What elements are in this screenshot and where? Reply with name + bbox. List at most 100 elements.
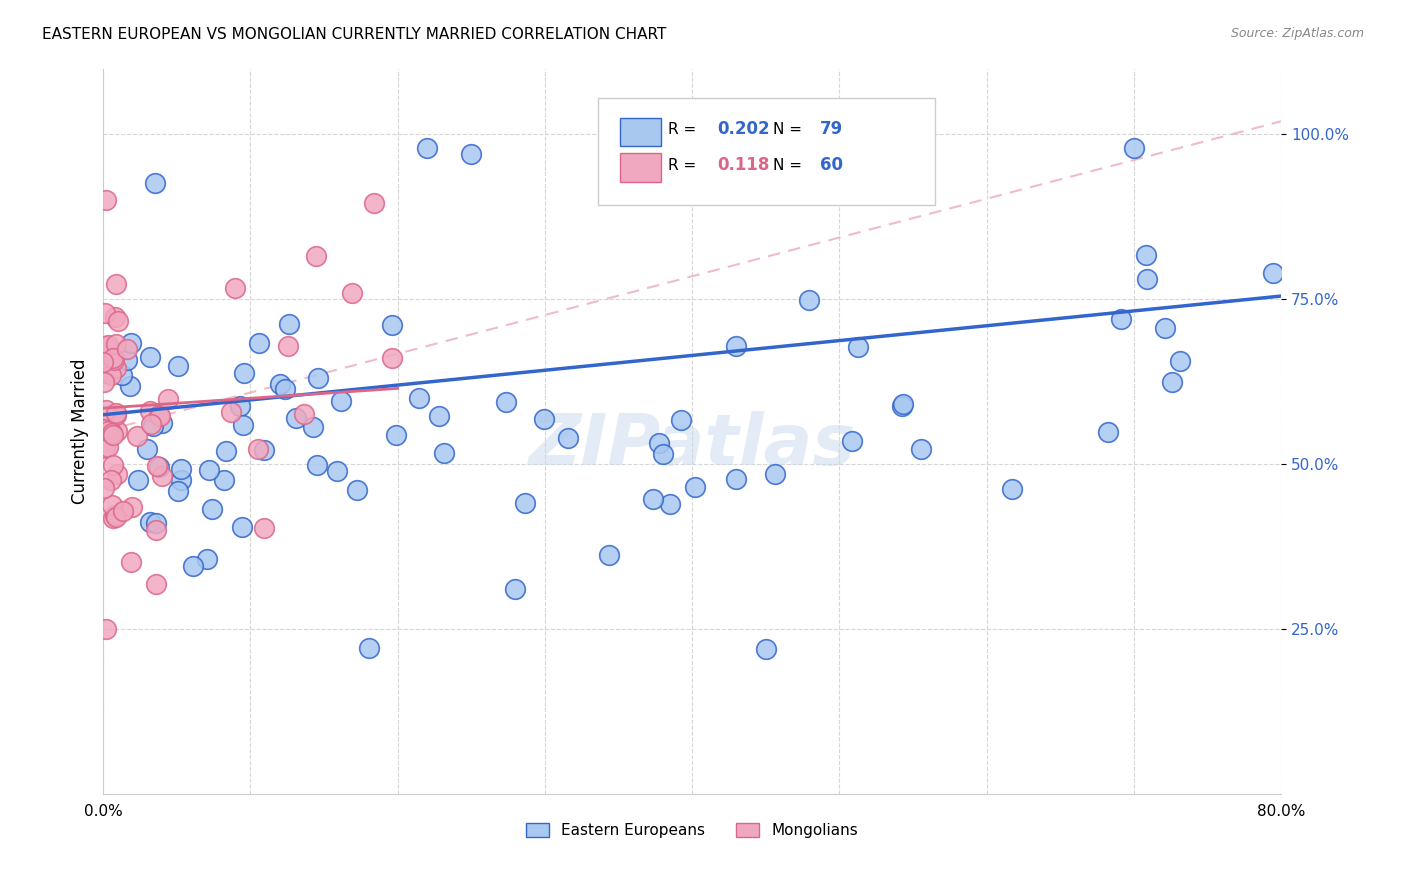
Eastern Europeans: [1153, 321, 1175, 335]
Eastern Europeans: [669, 413, 692, 427]
Mongolians: [94, 194, 117, 208]
Mongolians: [125, 429, 148, 443]
Mongolians: [96, 339, 118, 353]
Mongolians: [150, 469, 173, 483]
Eastern Europeans: [212, 473, 235, 487]
Eastern Europeans: [148, 459, 170, 474]
Eastern Europeans: [135, 442, 157, 457]
Text: ZIPatlas: ZIPatlas: [529, 411, 856, 480]
Mongolians: [97, 425, 120, 439]
Eastern Europeans: [273, 382, 295, 396]
Eastern Europeans: [643, 491, 665, 506]
Eastern Europeans: [197, 463, 219, 477]
Eastern Europeans: [127, 474, 149, 488]
Mongolians: [117, 342, 139, 356]
Eastern Europeans: [1111, 311, 1133, 326]
Mongolians: [91, 354, 114, 368]
Text: 0.202: 0.202: [717, 120, 769, 138]
Eastern Europeans: [143, 177, 166, 191]
Eastern Europeans: [169, 474, 191, 488]
Mongolians: [93, 376, 115, 390]
Mongolians: [381, 351, 404, 366]
Mongolians: [363, 195, 385, 210]
Eastern Europeans: [120, 336, 142, 351]
Eastern Europeans: [215, 443, 238, 458]
Eastern Europeans: [763, 467, 786, 481]
Eastern Europeans: [118, 379, 141, 393]
Eastern Europeans: [724, 471, 747, 485]
Eastern Europeans: [307, 370, 329, 384]
Eastern Europeans: [305, 458, 328, 472]
Eastern Europeans: [1122, 141, 1144, 155]
Eastern Europeans: [910, 442, 932, 457]
Eastern Europeans: [1135, 248, 1157, 262]
Eastern Europeans: [598, 548, 620, 562]
Eastern Europeans: [505, 582, 527, 596]
Eastern Europeans: [433, 446, 456, 460]
Mongolians: [121, 500, 143, 514]
Eastern Europeans: [515, 495, 537, 509]
Text: Source: ZipAtlas.com: Source: ZipAtlas.com: [1230, 27, 1364, 40]
Eastern Europeans: [891, 399, 914, 413]
Mongolians: [96, 421, 118, 435]
Mongolians: [305, 248, 328, 262]
Eastern Europeans: [329, 394, 352, 409]
Mongolians: [105, 425, 128, 439]
Mongolians: [224, 281, 246, 295]
Mongolians: [149, 409, 172, 424]
Text: 79: 79: [820, 120, 844, 138]
Eastern Europeans: [357, 640, 380, 655]
Mongolians: [145, 459, 167, 474]
Mongolians: [145, 577, 167, 591]
Mongolians: [105, 361, 128, 376]
Eastern Europeans: [416, 141, 439, 155]
Eastern Europeans: [1136, 272, 1159, 286]
Eastern Europeans: [755, 641, 778, 656]
Mongolians: [101, 427, 124, 442]
Mongolians: [94, 432, 117, 446]
Mongolians: [112, 504, 135, 518]
Eastern Europeans: [460, 147, 482, 161]
Mongolians: [219, 405, 242, 419]
Eastern Europeans: [278, 317, 301, 331]
Eastern Europeans: [117, 353, 139, 368]
Mongolians: [105, 408, 128, 422]
Legend: Eastern Europeans, Mongolians: Eastern Europeans, Mongolians: [520, 817, 865, 845]
Eastern Europeans: [111, 368, 134, 383]
Mongolians: [94, 441, 117, 455]
Eastern Europeans: [346, 483, 368, 498]
Eastern Europeans: [285, 411, 308, 425]
Eastern Europeans: [169, 462, 191, 476]
Eastern Europeans: [167, 484, 190, 499]
Mongolians: [277, 338, 299, 352]
Mongolians: [342, 285, 364, 300]
Mongolians: [292, 407, 315, 421]
Eastern Europeans: [685, 480, 707, 494]
Mongolians: [105, 336, 128, 351]
Eastern Europeans: [150, 416, 173, 430]
Mongolians: [101, 498, 124, 512]
Mongolians: [105, 467, 128, 481]
Mongolians: [103, 511, 125, 525]
Mongolians: [105, 406, 128, 420]
Eastern Europeans: [385, 428, 408, 442]
Mongolians: [100, 473, 122, 487]
Eastern Europeans: [231, 520, 253, 534]
Mongolians: [94, 403, 117, 417]
Text: 0.118: 0.118: [717, 156, 769, 174]
Eastern Europeans: [658, 497, 681, 511]
Eastern Europeans: [253, 442, 276, 457]
Mongolians: [94, 366, 117, 380]
Eastern Europeans: [1263, 266, 1285, 280]
Mongolians: [97, 338, 120, 352]
Eastern Europeans: [145, 516, 167, 530]
Mongolians: [93, 481, 115, 495]
Eastern Europeans: [557, 432, 579, 446]
Mongolians: [97, 440, 120, 454]
Eastern Europeans: [799, 293, 821, 308]
Eastern Europeans: [841, 434, 863, 449]
Eastern Europeans: [724, 339, 747, 353]
Mongolians: [101, 458, 124, 472]
Eastern Europeans: [1161, 376, 1184, 390]
Eastern Europeans: [891, 397, 914, 411]
